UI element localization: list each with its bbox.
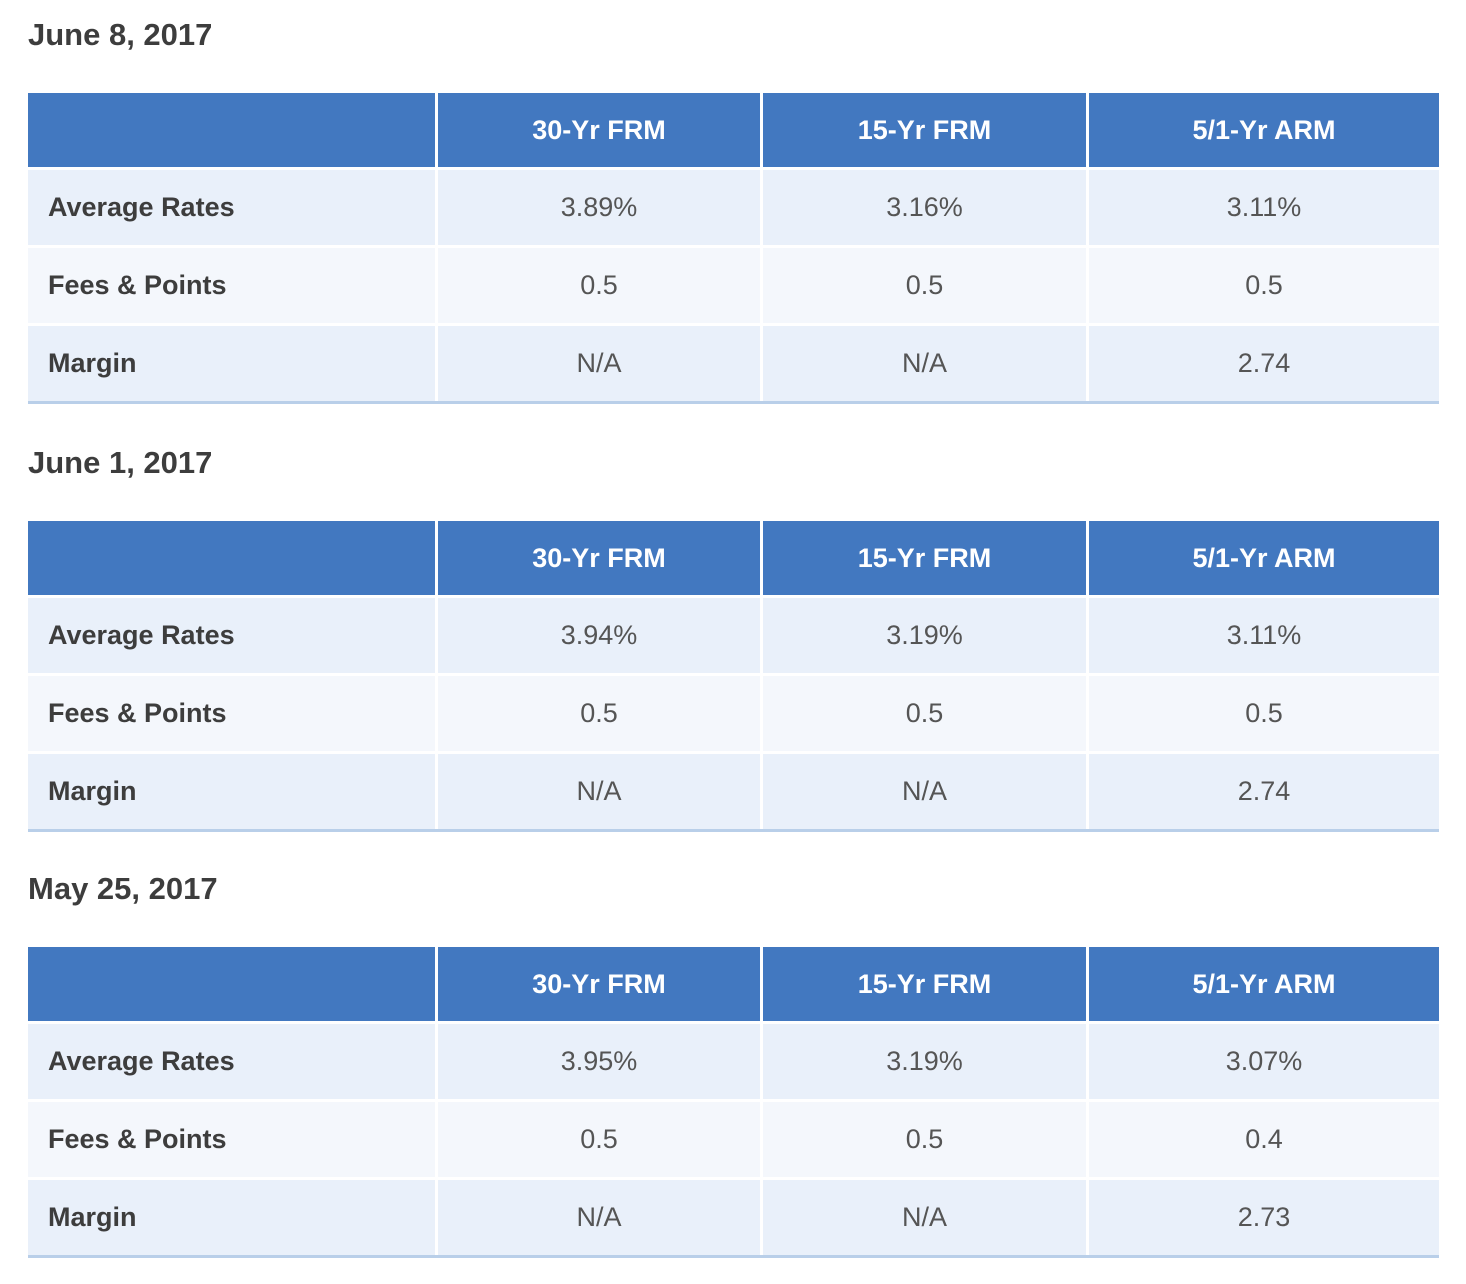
cell-30yr-frm: N/A	[438, 754, 763, 829]
table-row: Margin N/A N/A 2.73	[28, 1180, 1439, 1255]
cell-5-1yr-arm: 0.4	[1089, 1102, 1439, 1180]
rates-table: 30-Yr FRM 15-Yr FRM 5/1-Yr ARM Average R…	[28, 93, 1439, 404]
header-cell-5-1yr-arm: 5/1-Yr ARM	[1089, 521, 1439, 598]
cell-15yr-frm: N/A	[763, 1180, 1089, 1255]
cell-15yr-frm: 0.5	[763, 248, 1089, 326]
table-header-row: 30-Yr FRM 15-Yr FRM 5/1-Yr ARM	[28, 93, 1439, 170]
cell-30yr-frm: 3.95%	[438, 1024, 763, 1102]
row-label: Fees & Points	[28, 248, 438, 326]
cell-5-1yr-arm: 2.73	[1089, 1180, 1439, 1255]
row-label: Average Rates	[28, 598, 438, 676]
row-label: Fees & Points	[28, 676, 438, 754]
header-cell-blank	[28, 93, 438, 170]
cell-5-1yr-arm: 2.74	[1089, 326, 1439, 401]
cell-5-1yr-arm: 0.5	[1089, 248, 1439, 326]
table-row: Fees & Points 0.5 0.5 0.5	[28, 248, 1439, 326]
cell-5-1yr-arm: 0.5	[1089, 676, 1439, 754]
table-row: Average Rates 3.95% 3.19% 3.07%	[28, 1024, 1439, 1102]
table-row: Average Rates 3.94% 3.19% 3.11%	[28, 598, 1439, 676]
cell-30yr-frm: 0.5	[438, 248, 763, 326]
table-header-row: 30-Yr FRM 15-Yr FRM 5/1-Yr ARM	[28, 947, 1439, 1024]
header-cell-5-1yr-arm: 5/1-Yr ARM	[1089, 947, 1439, 1024]
cell-15yr-frm: 3.19%	[763, 1024, 1089, 1102]
rates-table: 30-Yr FRM 15-Yr FRM 5/1-Yr ARM Average R…	[28, 947, 1439, 1258]
cell-30yr-frm: 0.5	[438, 1102, 763, 1180]
row-label: Margin	[28, 1180, 438, 1255]
row-label: Margin	[28, 754, 438, 829]
cell-5-1yr-arm: 3.11%	[1089, 598, 1439, 676]
table-header-row: 30-Yr FRM 15-Yr FRM 5/1-Yr ARM	[28, 521, 1439, 598]
cell-15yr-frm: 3.16%	[763, 170, 1089, 248]
cell-30yr-frm: N/A	[438, 326, 763, 401]
section-date-title: May 25, 2017	[28, 871, 218, 906]
cell-15yr-frm: 0.5	[763, 1102, 1089, 1180]
row-label: Average Rates	[28, 170, 438, 248]
row-label: Margin	[28, 326, 438, 401]
cell-30yr-frm: 0.5	[438, 676, 763, 754]
header-cell-30yr-frm: 30-Yr FRM	[438, 521, 763, 598]
header-cell-blank	[28, 521, 438, 598]
header-cell-15yr-frm: 15-Yr FRM	[763, 947, 1089, 1024]
header-cell-15yr-frm: 15-Yr FRM	[763, 93, 1089, 170]
table-row: Fees & Points 0.5 0.5 0.4	[28, 1102, 1439, 1180]
table-row: Margin N/A N/A 2.74	[28, 326, 1439, 401]
cell-5-1yr-arm: 3.11%	[1089, 170, 1439, 248]
cell-5-1yr-arm: 2.74	[1089, 754, 1439, 829]
table-row: Average Rates 3.89% 3.16% 3.11%	[28, 170, 1439, 248]
cell-30yr-frm: 3.94%	[438, 598, 763, 676]
header-cell-15yr-frm: 15-Yr FRM	[763, 521, 1089, 598]
table-row: Fees & Points 0.5 0.5 0.5	[28, 676, 1439, 754]
cell-15yr-frm: N/A	[763, 754, 1089, 829]
header-cell-5-1yr-arm: 5/1-Yr ARM	[1089, 93, 1439, 170]
cell-30yr-frm: 3.89%	[438, 170, 763, 248]
section-date-title: June 8, 2017	[28, 17, 213, 52]
section-date-title: June 1, 2017	[28, 445, 213, 480]
header-cell-30yr-frm: 30-Yr FRM	[438, 93, 763, 170]
rates-table: 30-Yr FRM 15-Yr FRM 5/1-Yr ARM Average R…	[28, 521, 1439, 832]
table-row: Margin N/A N/A 2.74	[28, 754, 1439, 829]
row-label: Average Rates	[28, 1024, 438, 1102]
cell-5-1yr-arm: 3.07%	[1089, 1024, 1439, 1102]
cell-15yr-frm: N/A	[763, 326, 1089, 401]
cell-15yr-frm: 0.5	[763, 676, 1089, 754]
header-cell-blank	[28, 947, 438, 1024]
header-cell-30yr-frm: 30-Yr FRM	[438, 947, 763, 1024]
cell-30yr-frm: N/A	[438, 1180, 763, 1255]
row-label: Fees & Points	[28, 1102, 438, 1180]
cell-15yr-frm: 3.19%	[763, 598, 1089, 676]
